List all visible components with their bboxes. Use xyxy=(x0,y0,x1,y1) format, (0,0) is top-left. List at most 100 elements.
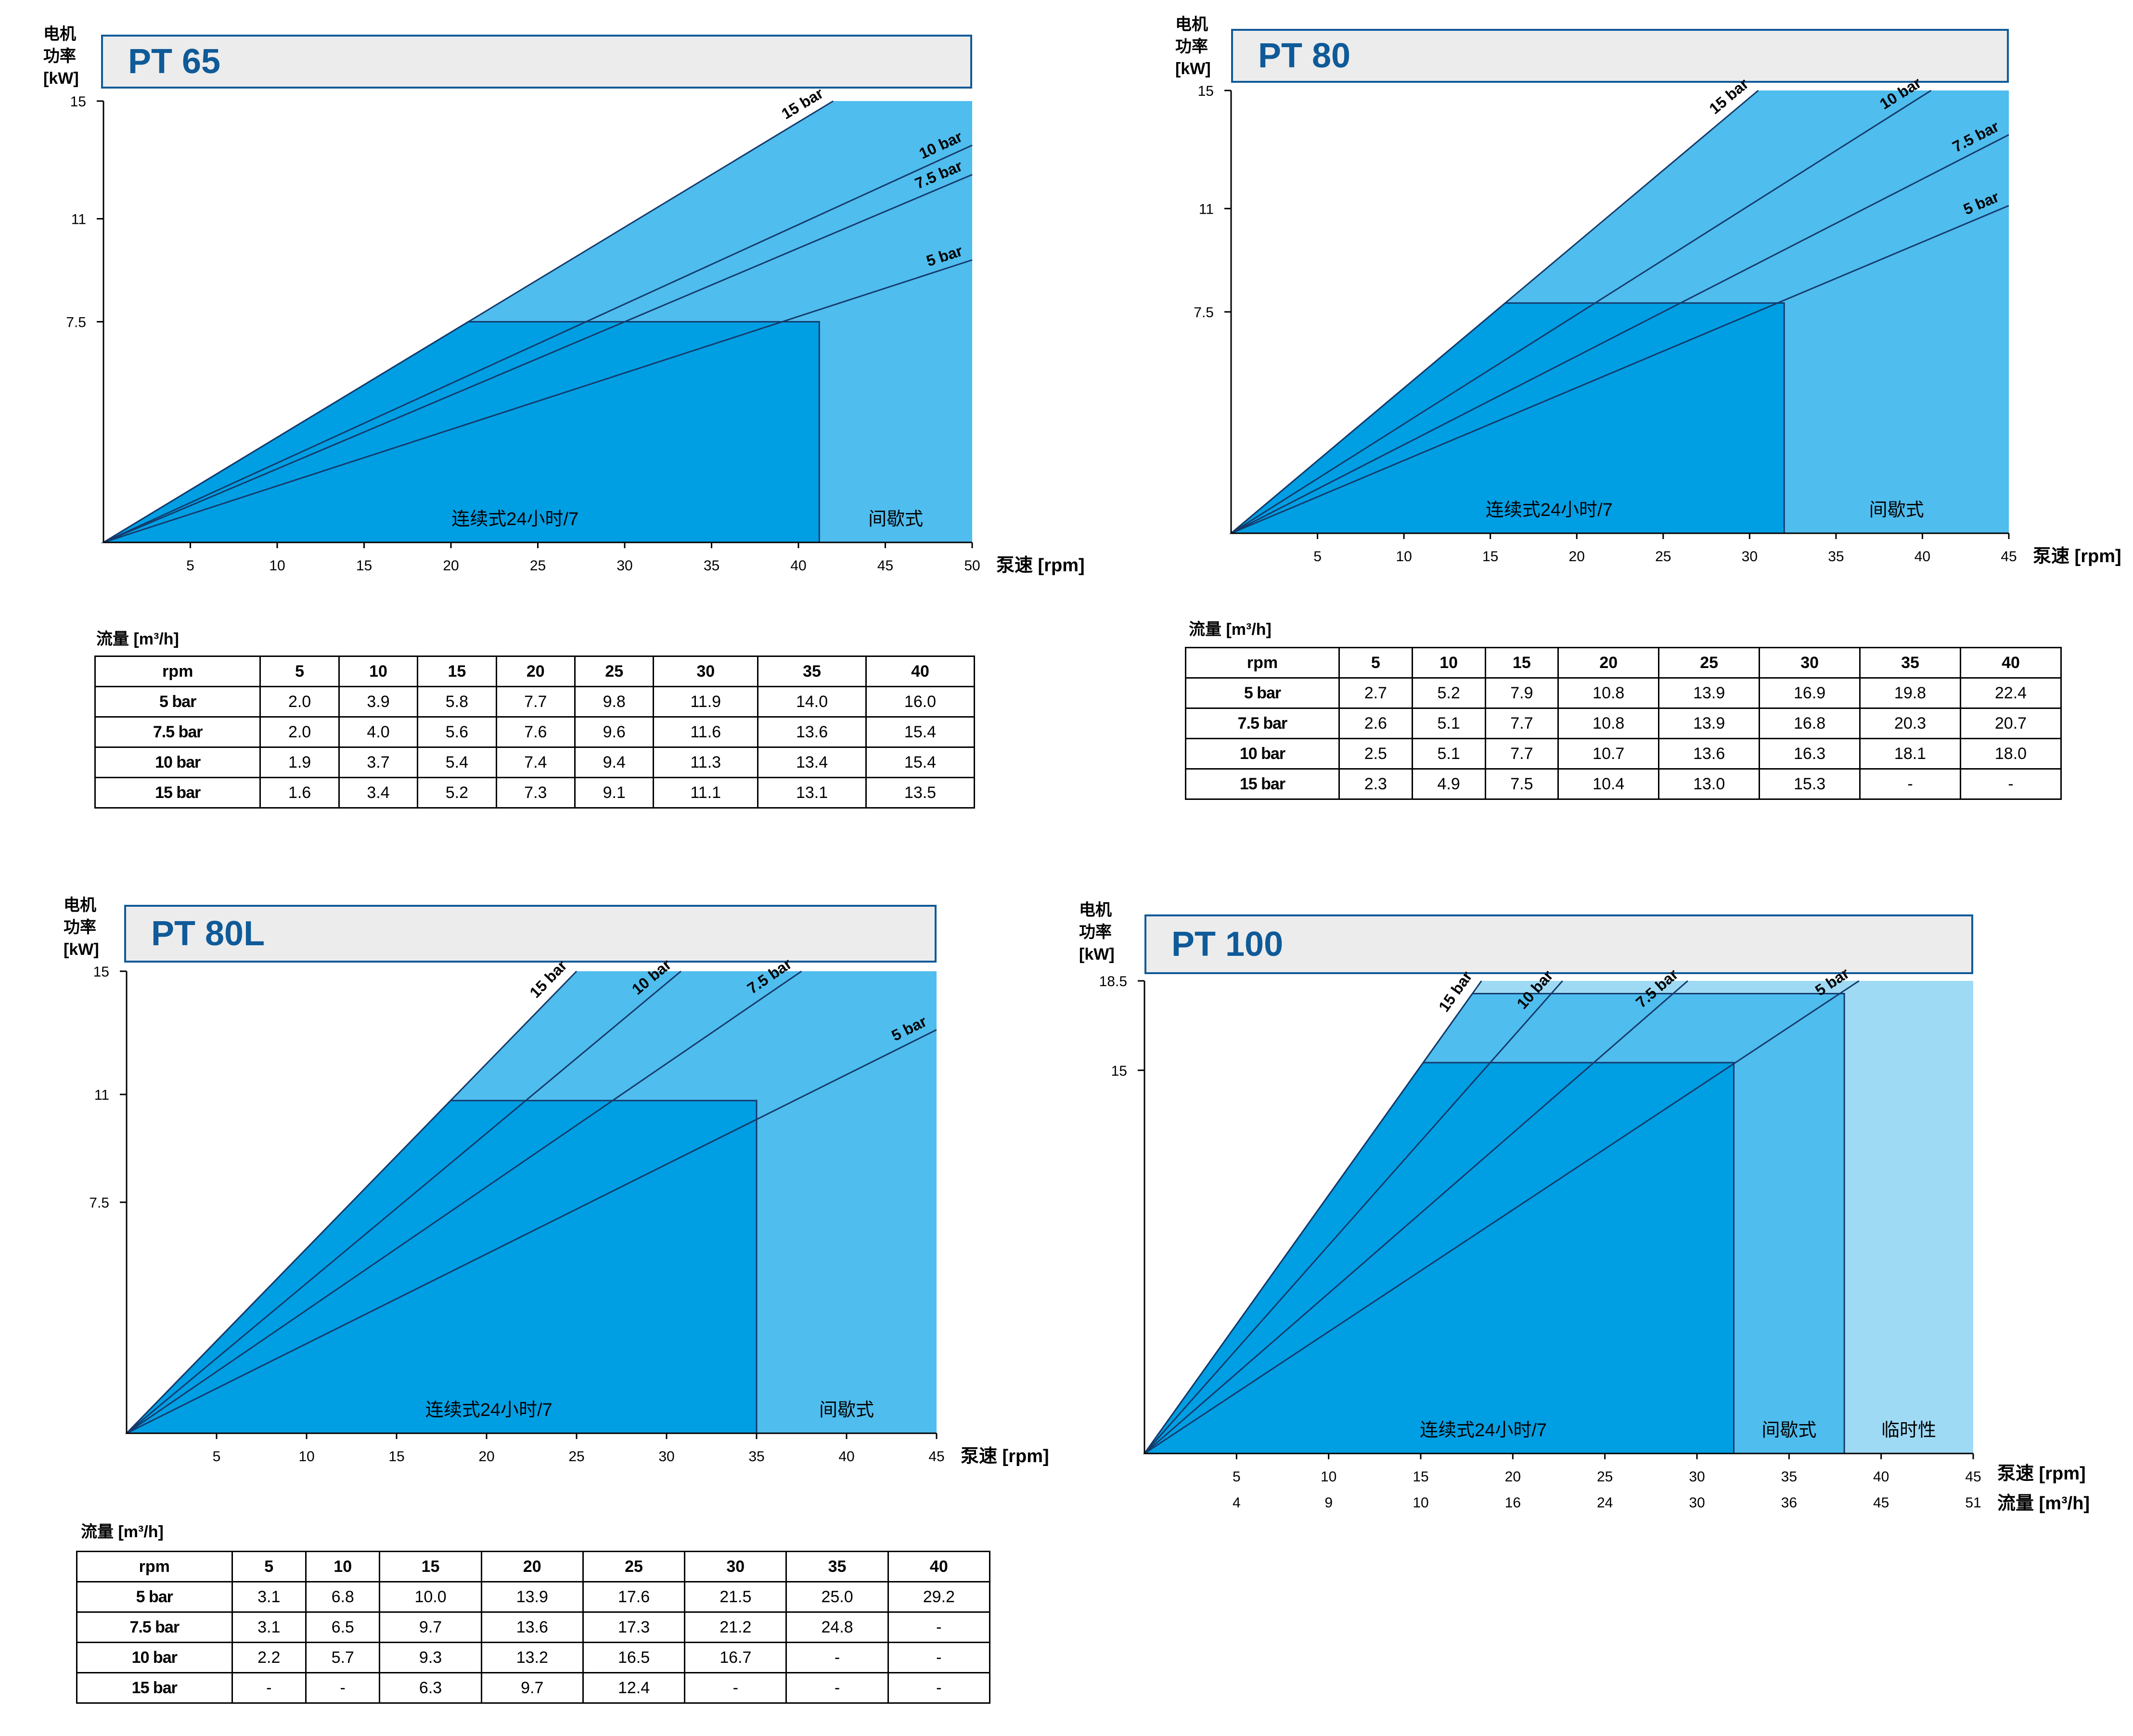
flow-table-pt80l: rpm 5 10 15 20 25 30 35 40 5 bar 3.1 6.8 10.0 13.9 17.… xyxy=(76,1551,991,1704)
table-cell: 10.7 xyxy=(1557,738,1660,770)
table-cell: 13.9 xyxy=(480,1581,584,1613)
table-cell: 5.6 xyxy=(417,716,497,748)
table-header-cell: 15 xyxy=(379,1551,482,1582)
table-header-cell: 15 xyxy=(417,656,497,687)
table-cell: - xyxy=(887,1672,991,1704)
table-header-cell: 10 xyxy=(338,656,419,687)
x-tick-label: 15 xyxy=(1413,1469,1428,1485)
table-row: 10 bar 2.2 5.7 9.3 13.2 16.5 16.7- - xyxy=(76,1642,991,1673)
table-cell: 10.8 xyxy=(1557,707,1660,739)
table-header-cell: rpm xyxy=(94,656,261,687)
x-tick-label: 30 xyxy=(658,1449,674,1465)
table-cell: 21.2 xyxy=(684,1611,787,1643)
table-cell: 7.7 xyxy=(495,686,576,718)
flow-table-caption: 流量 [m³/h] xyxy=(1189,620,1272,639)
table-row: 10 bar 2.5 5.1 7.7 10.7 13.6 16.3 18.1 18.0 xyxy=(1185,738,2062,770)
table-cell: - xyxy=(1959,768,2062,800)
table-cell: 16.9 xyxy=(1759,677,1861,709)
table-cell: 18.1 xyxy=(1859,738,1961,770)
table-cell: 13.9 xyxy=(1658,677,1760,709)
table-cell: 5.1 xyxy=(1411,738,1486,770)
table-header-cell: 20 xyxy=(480,1551,584,1582)
flow-table-caption: 流量 [m³/h] xyxy=(81,1523,164,1541)
table-cell: 16.8 xyxy=(1759,707,1861,739)
table-row-header: 15 bar xyxy=(76,1672,233,1704)
chart-title: PT 80 xyxy=(1231,29,2009,83)
table-cell: - xyxy=(305,1672,381,1704)
table-cell: 6.3 xyxy=(379,1672,482,1704)
table-cell: - xyxy=(231,1672,307,1704)
y-tick-label: 15 xyxy=(93,964,109,980)
table-cell: 7.4 xyxy=(495,746,576,778)
y-tick-label: 15 xyxy=(70,94,86,110)
table-cell: 16.7 xyxy=(684,1642,787,1673)
table-cell: 9.4 xyxy=(574,746,655,778)
table-cell: 2.2 xyxy=(231,1642,307,1673)
y-tick-label: 11 xyxy=(71,212,86,228)
table-row-header: 7.5 bar xyxy=(76,1611,233,1643)
table-row-header: 10 bar xyxy=(1185,738,1340,770)
table-cell: 3.7 xyxy=(338,746,419,778)
x-axis-title: 泵速 [rpm] xyxy=(2033,546,2121,566)
y-tick-label: 7.5 xyxy=(66,315,86,331)
table-cell: 11.3 xyxy=(653,746,759,778)
x2-tick-label: 4 xyxy=(1233,1495,1241,1511)
region-label: 临时性 xyxy=(1881,1420,1936,1440)
table-header-row: rpm 5 10 15 20 25 30 35 40 xyxy=(76,1551,991,1582)
series-line-2 xyxy=(1144,980,1688,1454)
table-header-cell: 5 xyxy=(259,656,340,687)
table-cell: 7.3 xyxy=(495,777,576,809)
table-header-row: rpm 5 10 15 20 25 30 35 40 xyxy=(1185,647,2062,679)
x-tick-label: 30 xyxy=(1742,549,1758,565)
table-header-cell: 10 xyxy=(1411,647,1486,679)
table-cell: 22.4 xyxy=(1959,677,2062,709)
table-row-header: 7.5 bar xyxy=(1185,707,1340,739)
y-tick-label: 15 xyxy=(1198,83,1214,99)
table-cell: 12.4 xyxy=(582,1672,686,1704)
flow-table-pt80: rpm 5 10 15 20 25 30 35 40 5 bar 2.7 5.2 7.9 10.8 13.9… xyxy=(1185,647,2062,800)
table-cell: 17.6 xyxy=(582,1581,686,1613)
table-cell: 9.3 xyxy=(379,1642,482,1673)
series-line-0 xyxy=(126,970,578,1434)
x-tick-label: 45 xyxy=(1965,1469,1981,1485)
x-tick-label: 25 xyxy=(1655,549,1671,565)
table-header-cell: 40 xyxy=(887,1551,991,1582)
table-cell: 9.1 xyxy=(574,777,655,809)
x-tick-label: 15 xyxy=(356,558,372,574)
table-cell: 2.0 xyxy=(259,686,340,718)
x-tick-label: 20 xyxy=(443,558,459,574)
x-tick-label: 35 xyxy=(748,1449,764,1465)
x-tick-label: 10 xyxy=(269,558,285,574)
x-tick-label: 20 xyxy=(478,1449,494,1465)
table-cell: 5.2 xyxy=(417,777,497,809)
table-row: 15 bar 2.3 4.9 7.5 10.4 13.0 15.3- - xyxy=(1185,768,2062,800)
x-tick-label: 40 xyxy=(838,1449,854,1465)
table-row-header: 5 bar xyxy=(94,686,261,718)
table-cell: 7.9 xyxy=(1484,677,1559,709)
table-cell: 15.4 xyxy=(865,746,975,778)
table-header-cell: 30 xyxy=(653,656,759,687)
table-row: 10 bar 1.9 3.7 5.4 7.4 9.4 11.3 13.4 15.4 xyxy=(94,746,975,778)
series-line-0 xyxy=(1144,980,1482,1454)
region-label: 间歇式 xyxy=(868,509,923,529)
table-row: 5 bar 2.7 5.2 7.9 10.8 13.9 16.9 19.8 22.4 xyxy=(1185,677,2062,709)
table-cell: 5.4 xyxy=(417,746,497,778)
table-cell: 14.0 xyxy=(757,686,867,718)
x-tick-label: 15 xyxy=(1482,549,1498,565)
table-row: 7.5 bar 2.6 5.1 7.7 10.8 13.9 16.8 20.3 20.7 xyxy=(1185,707,2062,739)
table-cell: 3.1 xyxy=(231,1581,307,1613)
series-line-2 xyxy=(1231,134,2009,534)
table-cell: 2.0 xyxy=(259,716,340,748)
x2-tick-label: 36 xyxy=(1781,1495,1797,1511)
x2-tick-label: 45 xyxy=(1873,1495,1889,1511)
table-header-cell: rpm xyxy=(76,1551,233,1582)
table-cell: 9.7 xyxy=(379,1611,482,1643)
series-line-3 xyxy=(126,1029,937,1434)
x-tick-label: 45 xyxy=(928,1449,944,1465)
table-header-cell: 25 xyxy=(1658,647,1760,679)
x-axis-title: 泵速 [rpm] xyxy=(1997,1464,2086,1484)
table-cell: 11.1 xyxy=(653,777,759,809)
table-cell: 13.6 xyxy=(757,716,867,748)
table-header-cell: 5 xyxy=(1338,647,1413,679)
